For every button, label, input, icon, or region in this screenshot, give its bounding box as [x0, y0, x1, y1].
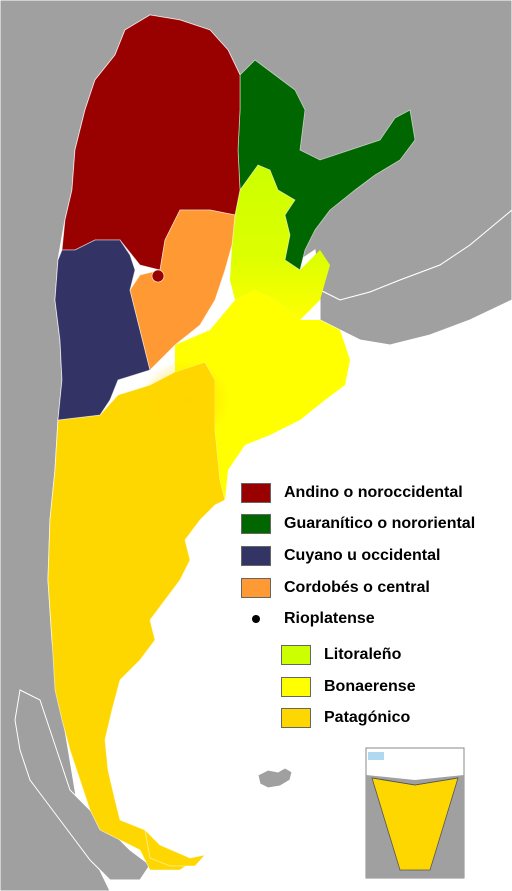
legend-item-bonaerense: Bonaerense	[281, 677, 416, 697]
legend-item-cuyano: Cuyano u occidental	[241, 546, 440, 566]
legend-item-rioplatense: Rioplatense	[241, 610, 375, 628]
region-bonaerense	[140, 290, 350, 500]
region-litoraleno	[230, 165, 330, 320]
legend-label: Patagónico	[324, 709, 411, 726]
legend-swatch	[241, 546, 271, 566]
legend-label: Cuyano u occidental	[284, 547, 441, 564]
region-patagonico	[47, 361, 226, 871]
legend-item-guaranitico: Guaranítico o nororiental	[241, 514, 475, 534]
legend-swatch	[241, 578, 271, 598]
legend-swatch	[281, 645, 311, 665]
legend-label: Andino o noroccidental	[284, 484, 463, 501]
legend-swatch	[241, 483, 271, 503]
region-guaranitico	[237, 59, 416, 271]
legend-label: Bonaerense	[324, 678, 416, 695]
land-falklands	[257, 767, 293, 789]
legend-swatch	[241, 514, 271, 534]
land-chile-south	[14, 689, 151, 881]
legend-label: Cordobés o central	[284, 579, 430, 596]
legend-item-litoraleno: Litoraleño	[281, 645, 401, 665]
legend-label: Rioplatense	[284, 610, 375, 627]
legend-label: Guaranítico o nororiental	[284, 515, 476, 532]
legend-item-patagonico: Patagónico	[281, 708, 410, 728]
legend-label: Litoraleño	[324, 646, 402, 663]
legend-dot	[252, 615, 260, 623]
antarctica-inset	[365, 747, 465, 879]
legend-item-cordobes: Cordobés o central	[241, 578, 430, 598]
rioplatense-marker	[151, 269, 165, 283]
land-uruguay	[319, 209, 512, 346]
legend-item-andino: Andino o noroccidental	[241, 483, 463, 503]
legend-swatch	[281, 708, 311, 728]
legend-swatch	[281, 677, 311, 697]
region-cordobes	[129, 209, 236, 371]
